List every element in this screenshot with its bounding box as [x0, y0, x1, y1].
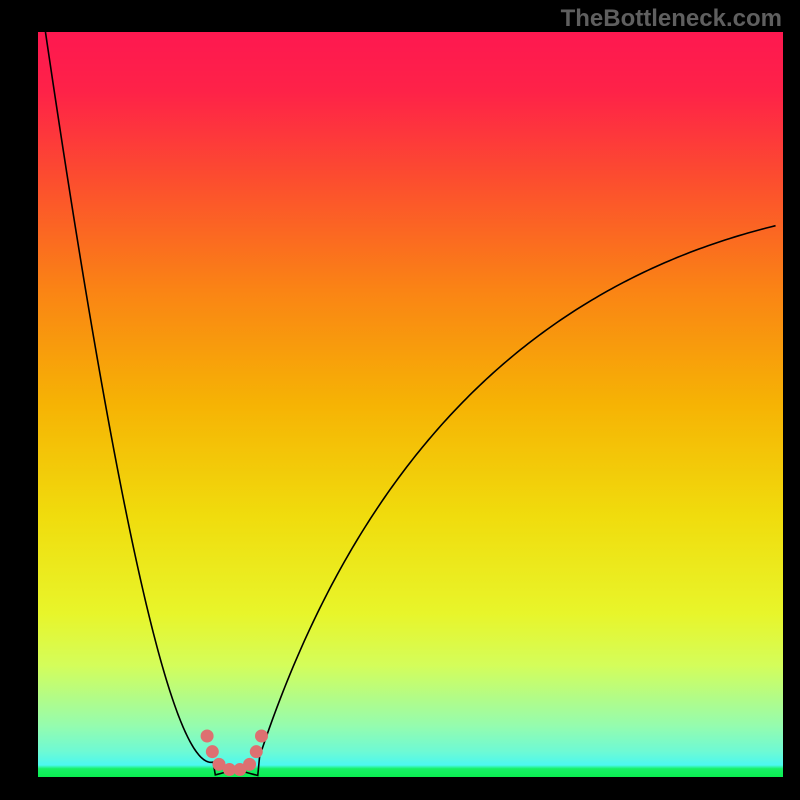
data-marker: [256, 730, 268, 742]
data-marker: [250, 746, 262, 758]
bottleneck-curve: [45, 32, 775, 776]
watermark-text: TheBottleneck.com: [561, 5, 782, 33]
marker-group: [201, 730, 267, 776]
data-marker: [201, 730, 213, 742]
data-marker: [244, 758, 256, 770]
data-marker: [206, 746, 218, 758]
chart-overlay: [0, 0, 800, 800]
